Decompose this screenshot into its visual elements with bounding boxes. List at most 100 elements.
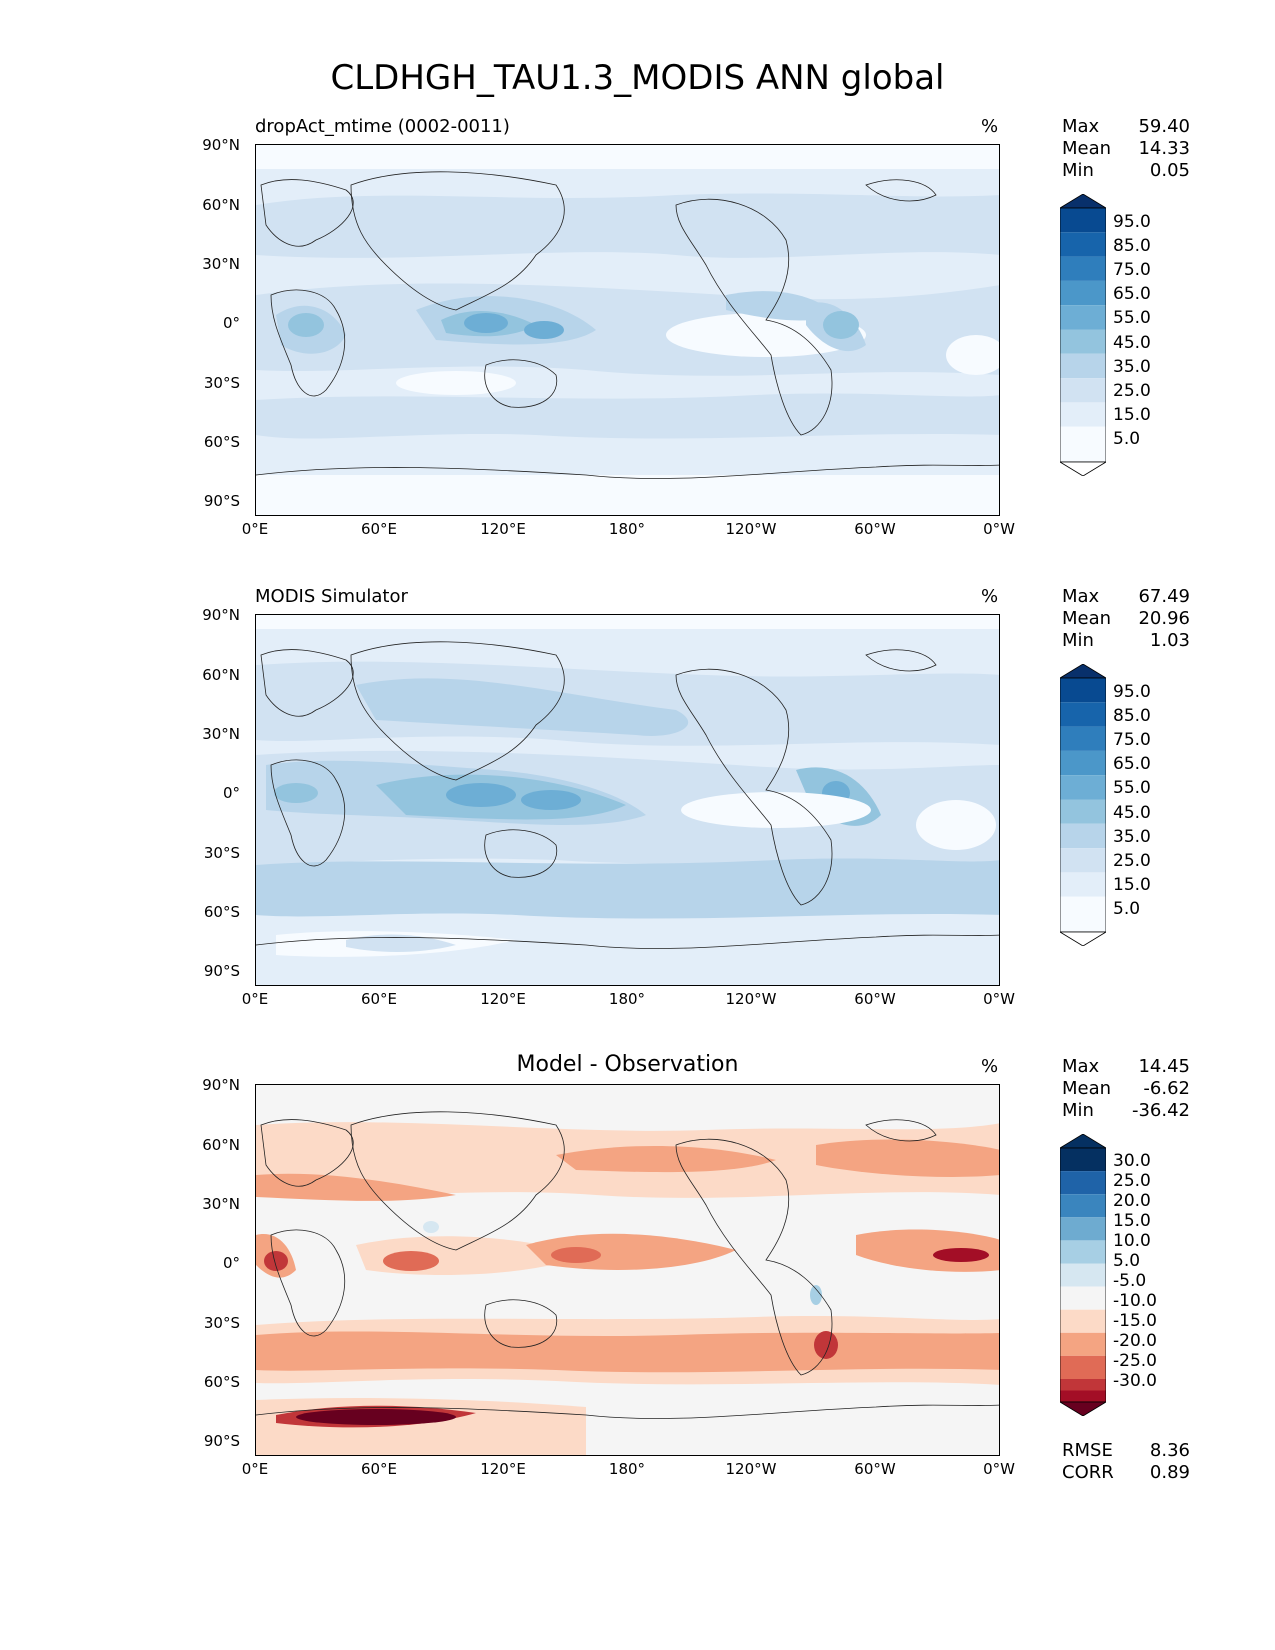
- stat-min-label: Min: [1062, 160, 1094, 181]
- colorbar-level: 85.0: [1113, 236, 1151, 256]
- colorbar-level: 35.0: [1113, 357, 1151, 377]
- lat-tick: 60°N: [202, 1136, 240, 1154]
- lat-tick: 30°S: [203, 1314, 240, 1332]
- panel-units: %: [981, 586, 999, 607]
- lat-tick: 0°: [222, 1254, 240, 1272]
- metric-rmse: 8.36: [1149, 1440, 1190, 1461]
- lon-tick: 120°W: [725, 1460, 777, 1478]
- map-difference: [255, 1084, 1000, 1456]
- lat-tick: 60°S: [203, 903, 240, 921]
- stat-min-label: Min: [1062, 630, 1094, 651]
- lon-tick: 60°E: [360, 990, 398, 1008]
- stat-min: 0.05: [1149, 160, 1190, 181]
- colorbar-level: -15.0: [1113, 1311, 1157, 1331]
- stat-max-label: Max: [1062, 116, 1100, 137]
- colorbar-level: 75.0: [1113, 730, 1151, 750]
- colorbar-level: -25.0: [1113, 1351, 1157, 1371]
- lon-tick: 120°W: [725, 990, 777, 1008]
- map-field-svg: [256, 1085, 999, 1455]
- lat-tick: 30°N: [202, 255, 240, 273]
- colorbar-level: 15.0: [1113, 875, 1151, 895]
- colorbar-level: 65.0: [1113, 754, 1151, 774]
- colorbar-level: 5.0: [1113, 899, 1141, 919]
- panel-title: MODIS Simulator: [255, 586, 408, 607]
- colorbar-level: 35.0: [1113, 827, 1151, 847]
- lon-tick: 0°W: [983, 1460, 1015, 1478]
- panel-test: dropAct_mtime (0002-0011) % 90°N 60°N 30…: [0, 110, 1275, 580]
- lon-tick: 60°W: [854, 990, 896, 1008]
- lon-tick: 120°E: [480, 1460, 526, 1478]
- colorbar-level: 25.0: [1113, 381, 1151, 401]
- colorbar: [1058, 1133, 1108, 1417]
- panel-stats: Max 59.40 Mean 14.33 Min 0.05: [1062, 116, 1190, 182]
- lon-tick: 0°E: [241, 520, 269, 538]
- colorbar-level: 95.0: [1113, 212, 1151, 232]
- colorbar-level: 55.0: [1113, 308, 1151, 328]
- lon-tick: 180°: [608, 990, 646, 1008]
- stat-mean-label: Mean: [1062, 608, 1112, 629]
- colorbar-level: 75.0: [1113, 260, 1151, 280]
- lon-tick: 0°E: [241, 1460, 269, 1478]
- panel-stats: Max 67.49 Mean 20.96 Min 1.03: [1062, 586, 1190, 652]
- lon-tick: 60°E: [360, 1460, 398, 1478]
- lat-tick: 90°S: [203, 1432, 240, 1450]
- stat-mean-label: Mean: [1062, 1078, 1112, 1099]
- lat-tick: 30°N: [202, 725, 240, 743]
- colorbar-level: 85.0: [1113, 706, 1151, 726]
- lat-tick: 90°N: [202, 1076, 240, 1094]
- lon-tick: 120°W: [725, 520, 777, 538]
- stat-mean: 14.33: [1138, 138, 1190, 159]
- lat-tick: 30°N: [202, 1195, 240, 1213]
- colorbar-svg: [1058, 193, 1108, 477]
- colorbar-level: -20.0: [1113, 1331, 1157, 1351]
- stat-max-label: Max: [1062, 586, 1100, 607]
- colorbar-level: 5.0: [1113, 429, 1141, 449]
- stat-max-label: Max: [1062, 1056, 1100, 1077]
- lat-tick: 30°S: [203, 374, 240, 392]
- lat-tick: 90°S: [203, 492, 240, 510]
- panel-reference: MODIS Simulator % 90°N 60°N 30°N 0° 30°S…: [0, 580, 1275, 1050]
- lon-tick: 180°: [608, 1460, 646, 1478]
- colorbar-level: 5.0: [1113, 1251, 1141, 1271]
- map-reference: [255, 614, 1000, 986]
- lon-tick: 0°W: [983, 990, 1015, 1008]
- colorbar-level: -30.0: [1113, 1371, 1157, 1391]
- colorbar-level: -5.0: [1113, 1271, 1147, 1291]
- lon-tick: 0°E: [241, 990, 269, 1008]
- colorbar-level: 25.0: [1113, 851, 1151, 871]
- stat-mean-label: Mean: [1062, 138, 1112, 159]
- colorbar-level: 45.0: [1113, 803, 1151, 823]
- lon-tick: 0°W: [983, 520, 1015, 538]
- lat-tick: 30°S: [203, 844, 240, 862]
- colorbar-level: 20.0: [1113, 1191, 1151, 1211]
- panel-metrics: RMSE 8.36 CORR 0.89: [1062, 1440, 1190, 1484]
- stat-min: 1.03: [1149, 630, 1190, 651]
- colorbar-level: -10.0: [1113, 1291, 1157, 1311]
- lon-tick: 120°E: [480, 990, 526, 1008]
- colorbar-level: 95.0: [1113, 682, 1151, 702]
- lon-tick: 180°: [608, 520, 646, 538]
- panel-difference: Model - Observation % 90°N 60°N 30°N 0° …: [0, 1050, 1275, 1520]
- lat-tick: 0°: [222, 784, 240, 802]
- panel-units: %: [981, 116, 999, 137]
- colorbar-svg: [1058, 663, 1108, 947]
- stat-min: -36.42: [1131, 1100, 1190, 1121]
- metric-corr-label: CORR: [1062, 1462, 1114, 1483]
- colorbar-level: 55.0: [1113, 778, 1151, 798]
- map-field-svg: [256, 615, 999, 985]
- metric-rmse-label: RMSE: [1062, 1440, 1113, 1461]
- stat-max: 67.49: [1138, 586, 1190, 607]
- stat-max: 14.45: [1138, 1056, 1190, 1077]
- panel-stats: Max 14.45 Mean -6.62 Min -36.42: [1062, 1056, 1190, 1122]
- lon-tick: 60°W: [854, 520, 896, 538]
- stat-mean: -6.62: [1143, 1078, 1190, 1099]
- colorbar-svg: [1058, 1133, 1108, 1417]
- panel-units: %: [981, 1056, 999, 1077]
- stat-mean: 20.96: [1138, 608, 1190, 629]
- lat-tick: 90°N: [202, 136, 240, 154]
- lat-tick: 60°S: [203, 433, 240, 451]
- figure-title: CLDHGH_TAU1.3_MODIS ANN global: [330, 58, 945, 98]
- colorbar-level: 15.0: [1113, 405, 1151, 425]
- lat-tick: 60°N: [202, 196, 240, 214]
- colorbar-level: 25.0: [1113, 1171, 1151, 1191]
